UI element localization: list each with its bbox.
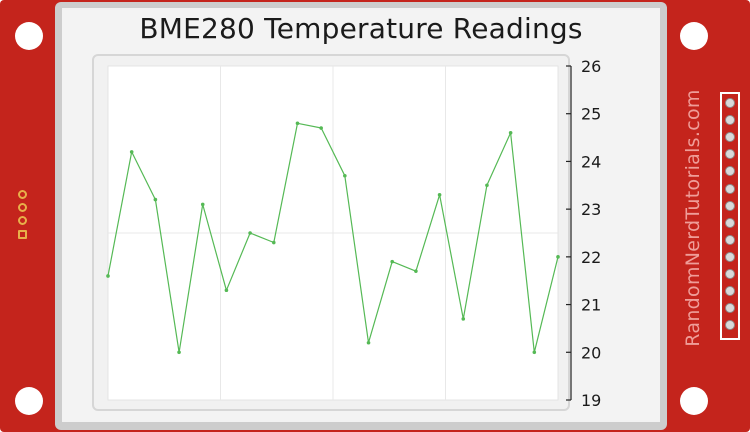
y-tick-label: 23 [581, 200, 601, 219]
temperature-series-line [107, 122, 559, 353]
header-pin [725, 234, 735, 245]
mounting-hole-top-right [680, 22, 708, 50]
mounting-hole-bottom-right [680, 387, 708, 415]
pin-header [720, 92, 740, 340]
header-pin [725, 251, 735, 262]
data-point [319, 126, 323, 130]
header-pin [725, 132, 735, 143]
y-tick-label: 19 [581, 391, 601, 410]
header-pin [725, 149, 735, 160]
header-pin [725, 269, 735, 279]
data-point [390, 259, 395, 264]
data-point [200, 202, 205, 207]
header-pin [725, 166, 735, 177]
header-pin [725, 115, 735, 126]
chart-title: BME280 Temperature Readings [139, 12, 583, 45]
data-point [556, 255, 560, 259]
y-tick-label: 25 [581, 105, 601, 124]
y-tick-label: 22 [581, 248, 601, 267]
side-pad-1 [18, 190, 27, 199]
data-point [366, 340, 371, 345]
data-point [106, 274, 110, 278]
data-point [153, 197, 158, 202]
header-pin [725, 98, 735, 108]
side-pad-3 [18, 216, 27, 225]
mounting-hole-bottom-left [15, 387, 43, 415]
y-tick-label: 21 [581, 296, 601, 315]
data-point [437, 193, 442, 197]
side-pad-4 [18, 230, 27, 239]
data-point [532, 350, 537, 355]
data-point [295, 121, 300, 126]
data-point [508, 131, 513, 135]
header-pin [725, 286, 735, 297]
data-point [414, 269, 418, 273]
y-tick-label: 20 [581, 343, 601, 362]
data-point [485, 183, 489, 188]
data-point [129, 150, 134, 154]
header-pin [725, 303, 735, 314]
data-point [248, 231, 252, 235]
data-point [224, 288, 229, 293]
side-pad-2 [18, 203, 27, 212]
y-tick-label: 24 [581, 152, 601, 171]
header-pin [725, 200, 735, 211]
header-pin [725, 320, 735, 331]
data-point [461, 317, 466, 321]
y-tick-label: 26 [581, 57, 601, 76]
data-point [343, 173, 347, 178]
data-point [177, 350, 181, 355]
mounting-hole-top-left [15, 22, 43, 50]
data-point [271, 240, 276, 245]
header-pin [725, 183, 735, 194]
header-pin [725, 217, 735, 228]
